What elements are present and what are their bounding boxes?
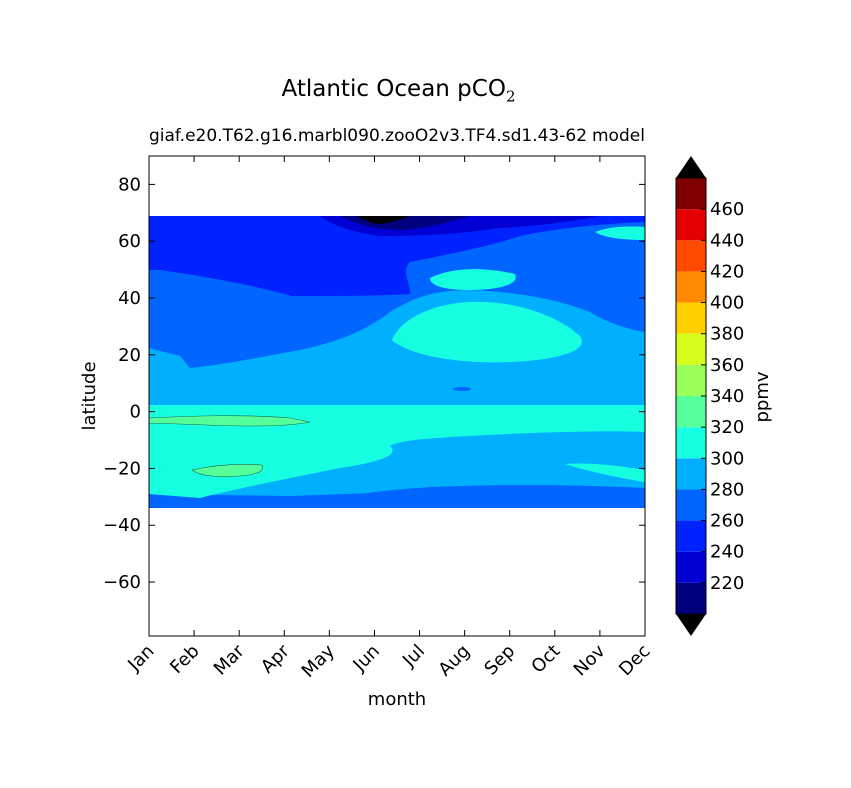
x-tick-label: Mar bbox=[210, 640, 249, 679]
y-tick-label: 60 bbox=[118, 231, 141, 252]
colorbar-swatch bbox=[676, 240, 706, 272]
colorbar-swatch bbox=[676, 271, 706, 303]
x-tick-label: Jan bbox=[123, 641, 158, 676]
y-axis-label: latitude bbox=[79, 361, 100, 430]
x-tick-label: Dec bbox=[615, 641, 654, 680]
colorbar-tick-label: 400 bbox=[710, 293, 744, 314]
region-340-equatorial bbox=[149, 415, 311, 427]
colorbar-tick-label: 320 bbox=[710, 417, 744, 438]
chart-title: Atlantic Ocean pCO2 bbox=[281, 76, 516, 106]
x-tick-label: Aug bbox=[434, 641, 474, 681]
region-260-north-edge bbox=[149, 216, 360, 224]
plot-frame bbox=[148, 155, 646, 637]
x-axis-label: month bbox=[368, 689, 426, 710]
colorbar-tick-label: 420 bbox=[710, 261, 744, 282]
colorbar-swatch bbox=[676, 551, 706, 583]
region-280-spot bbox=[453, 387, 471, 391]
colorbar-swatch bbox=[676, 427, 706, 459]
colorbar-tick-label: 300 bbox=[710, 448, 744, 469]
y-tick-label: 80 bbox=[118, 174, 141, 195]
x-tick-label: Nov bbox=[570, 640, 610, 680]
colorbar-swatch bbox=[676, 458, 706, 490]
colorbar-swatch bbox=[676, 396, 706, 428]
x-tick-label: Apr bbox=[257, 640, 294, 677]
colorbar-extend-low bbox=[676, 614, 706, 636]
region-280-south-edge bbox=[290, 484, 645, 508]
chart-subtitle-model: model bbox=[592, 126, 645, 146]
colorbar-tick-label: 460 bbox=[710, 199, 744, 220]
region-320-tropics bbox=[149, 405, 645, 498]
colorbar-tick-label: 260 bbox=[710, 511, 744, 532]
colorbar-tick-label: 240 bbox=[710, 542, 744, 563]
colorbar-tick-label: 380 bbox=[710, 324, 744, 345]
colorbar-swatch bbox=[676, 302, 706, 334]
x-tick-label: May bbox=[298, 640, 339, 681]
colorbar-tick-label: 360 bbox=[710, 355, 744, 376]
x-tick-label: Feb bbox=[166, 641, 203, 678]
y-tick-label: 20 bbox=[118, 345, 141, 366]
region-260 bbox=[149, 216, 645, 296]
region-200 bbox=[358, 216, 410, 224]
x-tick-label: Jun bbox=[349, 641, 384, 676]
colorbar-extend-high bbox=[676, 156, 706, 178]
x-tick-label: Sep bbox=[480, 641, 519, 680]
colorbar-tick-label: 280 bbox=[710, 479, 744, 500]
region-320-east bbox=[565, 463, 645, 482]
region-300-dec-pocket bbox=[595, 226, 645, 240]
colorbar-tick-label: 340 bbox=[710, 386, 744, 407]
colorbar-swatch bbox=[676, 520, 706, 552]
colorbar-label: ppmv bbox=[752, 371, 773, 422]
region-340-south bbox=[191, 464, 263, 478]
region-300-midlat bbox=[392, 301, 582, 363]
contour-fills bbox=[149, 216, 645, 508]
region-300-north-pocket bbox=[430, 269, 516, 290]
colorbar-tick-label: 440 bbox=[710, 230, 744, 251]
x-tick-label: Jul bbox=[398, 641, 429, 672]
chart-subtitle-case: giaf.e20.T62.g16.marbl090.zooO2v3.TF4.sd… bbox=[149, 126, 588, 146]
colorbar-swatch bbox=[676, 178, 706, 210]
colorbar: 220 240 260 280 300 320 340 360 380 400 420 440 460 bbox=[675, 156, 744, 636]
y-tick-label: 40 bbox=[118, 288, 141, 309]
y-tick-label: 0 bbox=[130, 402, 141, 423]
colorbar-swatch bbox=[676, 364, 706, 396]
y-tick-label: −20 bbox=[103, 458, 141, 479]
colorbar-swatch bbox=[676, 582, 706, 614]
colorbar-tick-label: 220 bbox=[710, 573, 744, 594]
y-axis: 80 60 40 20 0 −20 −40 −60 bbox=[103, 174, 645, 593]
y-tick-label: −40 bbox=[103, 515, 141, 536]
y-tick-label: −60 bbox=[103, 572, 141, 593]
colorbar-swatch bbox=[676, 489, 706, 521]
colorbar-swatch bbox=[676, 209, 706, 241]
colorbar-swatch bbox=[676, 333, 706, 365]
x-tick-label: Oct bbox=[527, 641, 564, 678]
